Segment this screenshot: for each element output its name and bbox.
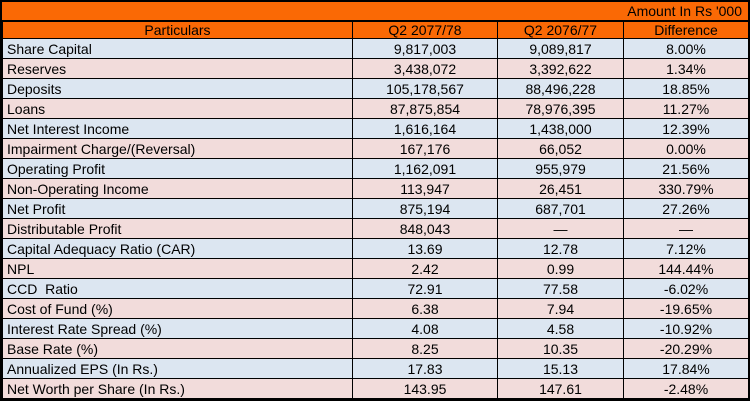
row-value-cell: 7.12% [623, 238, 749, 259]
row-value-cell: -6.02% [623, 278, 749, 299]
table-row: Impairment Charge/(Reversal) 167,176 66,… [2, 138, 749, 159]
row-value-cell: 144.44% [623, 258, 749, 279]
row-label-cell: Annualized EPS (In Rs.) [2, 358, 353, 379]
header-row: Particulars Q2 2077/78 Q2 2076/77 Differ… [2, 21, 749, 39]
row-value-cell: -20.29% [623, 338, 749, 359]
row-label-cell: Base Rate (%) [2, 338, 353, 359]
row-value-cell: 9,089,817 [497, 38, 624, 59]
row-value-cell: 0.00% [623, 138, 749, 159]
row-value-cell: 17.84% [623, 358, 749, 379]
row-value-cell: 2.42 [352, 258, 498, 279]
row-value-cell: 105,178,567 [352, 78, 498, 99]
row-label-cell: Impairment Charge/(Reversal) [2, 138, 353, 159]
row-value-cell: 4.58 [497, 318, 624, 339]
amount-unit-banner: Amount In Rs '000 [2, 2, 748, 21]
row-value-cell: 147.61 [497, 378, 624, 399]
row-label-cell: Net Interest Income [2, 118, 353, 139]
table-row: NPL 2.42 0.99 144.44% [2, 258, 749, 279]
results-table: Particulars Q2 2077/78 Q2 2076/77 Differ… [2, 21, 749, 399]
row-value-cell: 12.39% [623, 118, 749, 139]
row-value-cell: 848,043 [352, 218, 498, 239]
row-value-cell: 77.58 [497, 278, 624, 299]
row-value-cell: 8.00% [623, 38, 749, 59]
row-value-cell: 113,947 [352, 178, 498, 199]
row-value-cell: 1,438,000 [497, 118, 624, 139]
row-label-cell: Cost of Fund (%) [2, 298, 353, 319]
row-value-cell: 3,438,072 [352, 58, 498, 79]
row-value-cell: 18.85% [623, 78, 749, 99]
row-value-cell: -2.48% [623, 378, 749, 399]
table-row: Non-Operating Income 113,947 26,451 330.… [2, 178, 749, 199]
row-value-cell: 955,979 [497, 158, 624, 179]
row-value-cell: 27.26% [623, 198, 749, 219]
table-row: CCD Ratio 72.91 77.58 -6.02% [2, 278, 749, 299]
row-label-cell: Net Profit [2, 198, 353, 219]
row-value-cell: 88,496,228 [497, 78, 624, 99]
row-label-cell: Distributable Profit [2, 218, 353, 239]
row-value-cell: 15.13 [497, 358, 624, 379]
table-row: Annualized EPS (In Rs.) 17.83 15.13 17.8… [2, 358, 749, 379]
row-label-cell: CCD Ratio [2, 278, 353, 299]
row-value-cell: 78,976,395 [497, 98, 624, 119]
table-row: Deposits 105,178,567 88,496,228 18.85% [2, 78, 749, 99]
table-row: Share Capital 9,817,003 9,089,817 8.00% [2, 38, 749, 59]
table-row: Net Profit 875,194 687,701 27.26% [2, 198, 749, 219]
table-row: Interest Rate Spread (%) 4.08 4.58 -10.9… [2, 318, 749, 339]
row-value-cell: 1,616,164 [352, 118, 498, 139]
row-label-cell: Net Worth per Share (In Rs.) [2, 378, 353, 399]
row-value-cell: 1.34% [623, 58, 749, 79]
column-header-q2-2077-78: Q2 2077/78 [352, 21, 498, 39]
row-label-cell: NPL [2, 258, 353, 279]
row-value-cell: -10.92% [623, 318, 749, 339]
table-row: Operating Profit 1,162,091 955,979 21.56… [2, 158, 749, 179]
row-value-cell: 143.95 [352, 378, 498, 399]
row-value-cell: 72.91 [352, 278, 498, 299]
row-value-cell: 330.79% [623, 178, 749, 199]
row-value-cell: 0.99 [497, 258, 624, 279]
table-row: Net Worth per Share (In Rs.) 143.95 147.… [2, 378, 749, 399]
row-value-cell: 3,392,622 [497, 58, 624, 79]
row-value-cell: 9,817,003 [352, 38, 498, 59]
row-label-cell: Interest Rate Spread (%) [2, 318, 353, 339]
table-row: Reserves 3,438,072 3,392,622 1.34% [2, 58, 749, 79]
row-label-cell: Capital Adequacy Ratio (CAR) [2, 238, 353, 259]
table-row: Capital Adequacy Ratio (CAR) 13.69 12.78… [2, 238, 749, 259]
row-label-cell: Share Capital [2, 38, 353, 59]
row-value-cell: — [497, 218, 624, 239]
row-value-cell: 87,875,854 [352, 98, 498, 119]
table-row: Net Interest Income 1,616,164 1,438,000 … [2, 118, 749, 139]
row-label-cell: Reserves [2, 58, 353, 79]
row-label-cell: Deposits [2, 78, 353, 99]
row-value-cell: 4.08 [352, 318, 498, 339]
row-value-cell: 6.38 [352, 298, 498, 319]
amount-unit-label: Amount In Rs '000 [627, 3, 742, 19]
column-header-difference: Difference [623, 21, 749, 39]
row-value-cell: -19.65% [623, 298, 749, 319]
row-value-cell: 12.78 [497, 238, 624, 259]
table-row: Base Rate (%) 8.25 10.35 -20.29% [2, 338, 749, 359]
row-value-cell: 167,176 [352, 138, 498, 159]
row-value-cell: 7.94 [497, 298, 624, 319]
row-value-cell: 8.25 [352, 338, 498, 359]
column-header-particulars: Particulars [2, 21, 353, 39]
row-value-cell: 21.56% [623, 158, 749, 179]
table-row: Loans 87,875,854 78,976,395 11.27% [2, 98, 749, 119]
table-row: Distributable Profit 848,043 — — [2, 218, 749, 239]
row-label-cell: Loans [2, 98, 353, 119]
table-row: Cost of Fund (%) 6.38 7.94 -19.65% [2, 298, 749, 319]
column-header-q2-2076-77: Q2 2076/77 [497, 21, 624, 39]
row-label-cell: Operating Profit [2, 158, 353, 179]
row-value-cell: 1,162,091 [352, 158, 498, 179]
row-value-cell: 875,194 [352, 198, 498, 219]
row-value-cell: 66,052 [497, 138, 624, 159]
row-value-cell: 26,451 [497, 178, 624, 199]
row-value-cell: 10.35 [497, 338, 624, 359]
row-value-cell: — [623, 218, 749, 239]
row-value-cell: 11.27% [623, 98, 749, 119]
row-value-cell: 687,701 [497, 198, 624, 219]
row-value-cell: 13.69 [352, 238, 498, 259]
row-label-cell: Non-Operating Income [2, 178, 353, 199]
row-value-cell: 17.83 [352, 358, 498, 379]
